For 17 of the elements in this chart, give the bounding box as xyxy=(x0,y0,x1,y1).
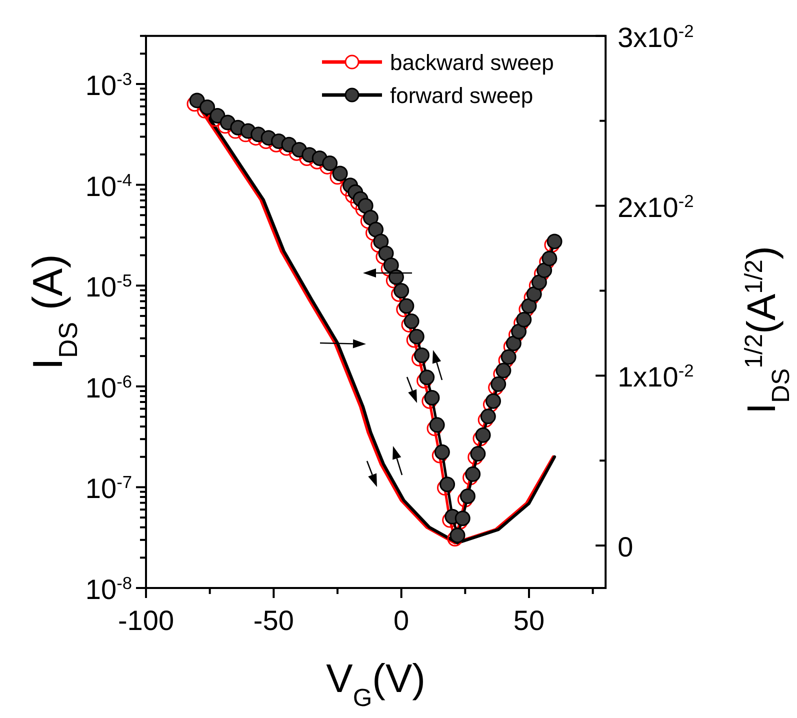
y2-tick-label: 3x10$^{-2}$ xyxy=(618,20,694,53)
x-tick-label: -100 xyxy=(118,605,174,636)
x-tick-label: 50 xyxy=(513,605,545,636)
y-tick-label: 10$^{-3}$ xyxy=(85,68,132,101)
x-tick-label: -50 xyxy=(253,605,294,636)
y-tick-label: 10$^{-8}$ xyxy=(85,573,132,605)
y-tick-label: 10$^{-4}$ xyxy=(85,170,132,202)
y2-tick-label: 2x10$^{-2}$ xyxy=(618,190,694,223)
y-tick-label: 10$^{-6}$ xyxy=(85,371,132,404)
y2-tick-label: 0 xyxy=(618,532,634,563)
legend-label: backward sweep xyxy=(390,50,554,75)
x-axis-title: V$_{G}$(V) xyxy=(326,657,426,712)
legend-label: forward sweep xyxy=(390,83,534,108)
y-tick-label: 10$^{-7}$ xyxy=(85,472,132,504)
y2-tick-label: 1x10$^{-2}$ xyxy=(618,360,694,393)
y-tick-label: 10$^{-5}$ xyxy=(85,270,132,303)
x-tick-label: 0 xyxy=(394,605,410,636)
